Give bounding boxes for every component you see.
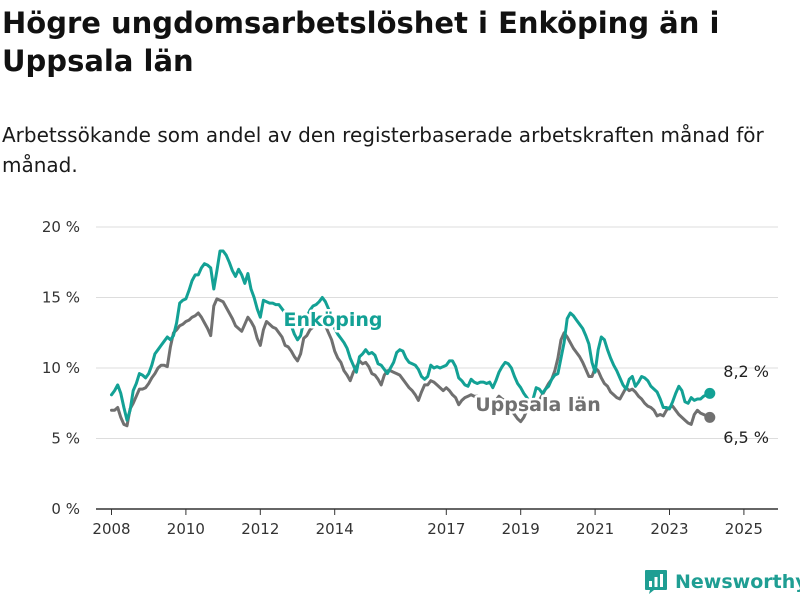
x-tick-label: 2021: [576, 520, 614, 538]
x-tick-label: 2010: [167, 520, 205, 538]
brand-logo: Newsworthy: [644, 569, 800, 595]
series-lines: [110, 249, 716, 428]
end-value-label-enkoping: 8,2 %: [723, 362, 769, 381]
series-line-uppsala: [110, 297, 712, 428]
bar-chart-pin-icon: [645, 570, 667, 594]
x-tick-label: 2008: [92, 520, 130, 538]
series-label-uppsala: Uppsala län: [475, 394, 601, 416]
y-tick-label: 15 %: [42, 289, 80, 307]
series-line-enkoping: [110, 249, 712, 422]
x-tick-label: 2023: [650, 520, 688, 538]
x-tick-label: 2019: [502, 520, 540, 538]
chart-subtitle: Arbetssökande som andel av den registerb…: [2, 123, 764, 177]
y-tick-label: 5 %: [51, 430, 80, 448]
end-point-marker: [704, 411, 716, 423]
end-value-label-uppsala: 6,5 %: [723, 428, 769, 447]
end-point-marker: [704, 387, 716, 399]
y-tick-label: 20 %: [42, 218, 80, 236]
chart-title: Högre ungdomsarbetslöshet i Enköping än …: [2, 6, 720, 78]
x-tick-label: 2012: [241, 520, 279, 538]
x-tick-label: 2017: [427, 520, 465, 538]
series-label-enkoping: Enköping: [284, 309, 383, 331]
x-tick-label: 2014: [316, 520, 354, 538]
gridlines: [96, 226, 778, 439]
brand-name: Newsworthy: [675, 571, 800, 593]
y-tick-label: 0 %: [51, 500, 80, 518]
series-labels: Enköping Uppsala län 8,2 % 6,5 %: [281, 307, 769, 448]
axes: 0 % 5 % 10 % 15 % 20 % 2008 2010 2012 2014 2017 20…: [42, 218, 778, 538]
x-tick-label: 2025: [725, 520, 763, 538]
y-tick-label: 10 %: [42, 359, 80, 377]
